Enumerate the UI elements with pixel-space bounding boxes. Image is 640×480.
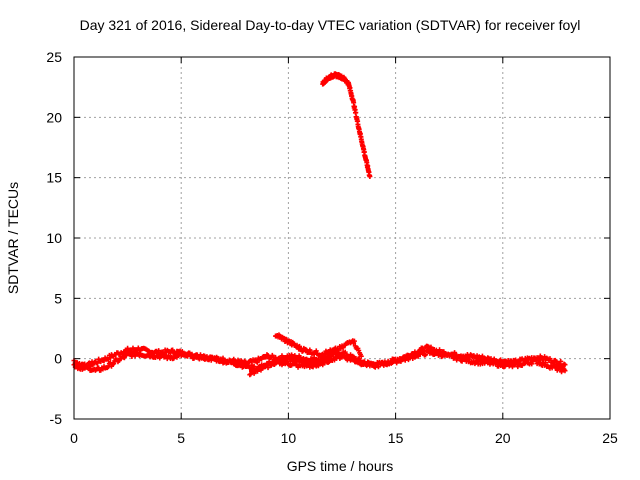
data-point [353,110,359,116]
data-point [419,345,425,351]
data-point [206,357,212,363]
data-point [367,173,373,179]
data-point [201,353,207,359]
x-tick-label: 25 [602,430,618,446]
data-point [254,359,260,365]
data-point [499,361,505,367]
y-tick-label: 20 [46,109,62,125]
data-point [423,352,429,358]
data-point [467,356,473,362]
data-point [515,364,521,370]
data-point [121,355,127,361]
data-point [558,358,564,364]
data-point [277,333,283,339]
y-tick-label: -5 [50,411,63,427]
y-tick-label: 10 [46,230,62,246]
data-point [156,348,162,354]
y-tick-label: 25 [46,49,62,65]
data-point [194,352,200,358]
data-point [328,357,334,363]
data-point [562,368,568,374]
data-point [174,354,180,360]
data-points [71,71,568,378]
data-point [457,355,463,361]
x-tick-label: 15 [388,430,404,446]
data-point [553,363,559,369]
y-tick-label: 15 [46,170,62,186]
data-point [543,360,549,366]
data-point [405,357,411,363]
data-point [559,369,565,375]
series-trace-peak [320,71,373,179]
data-point [255,368,261,374]
data-point [241,361,247,367]
x-tick-label: 0 [70,430,78,446]
data-point [86,364,92,370]
x-tick-label: 20 [495,430,511,446]
data-point [428,344,434,350]
plot-frame [73,56,611,420]
data-point [297,343,303,349]
data-point [553,359,559,365]
data-point [170,347,176,353]
series-trace-d [247,354,334,378]
x-axis-label: GPS time / hours [287,458,394,474]
data-point [307,347,313,353]
data-point [375,364,381,370]
data-point [351,338,357,344]
data-point [111,361,117,367]
data-point [358,353,364,359]
data-point [562,362,568,368]
data-point [284,337,290,343]
data-point [453,353,459,359]
y-axis-label: SDTVAR / TECUs [5,182,21,294]
chart-title: Day 321 of 2016, Sidereal Day-to-day VTE… [80,17,581,33]
x-tick-label: 10 [281,430,297,446]
data-point [529,361,535,367]
data-point [342,349,348,355]
x-tick-label: 5 [177,430,185,446]
data-point [315,363,321,369]
data-point [313,348,319,354]
data-point [189,351,195,357]
data-point [547,356,553,362]
series-trace-c [273,332,364,359]
y-tick-label: 5 [54,290,62,306]
data-point [452,350,458,356]
y-tick-label: 0 [54,351,62,367]
